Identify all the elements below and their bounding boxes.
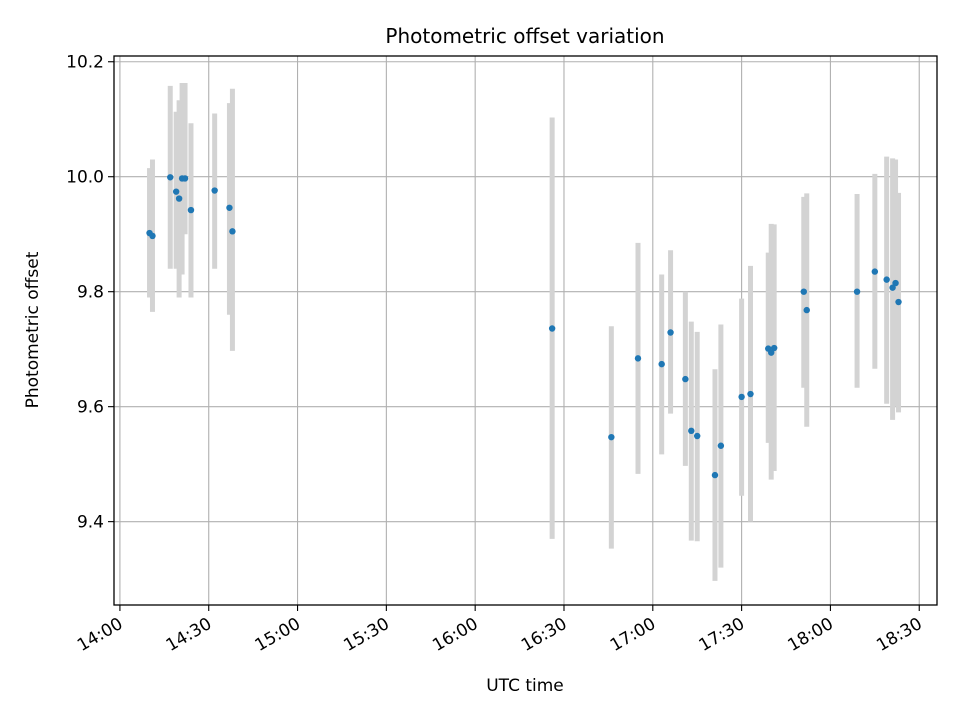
data-point (895, 298, 902, 306)
x-axis-label: UTC time (486, 676, 564, 696)
data-point (608, 433, 615, 441)
data-point (229, 228, 236, 235)
data-point (175, 195, 183, 202)
data-point (892, 279, 899, 287)
data-point (688, 427, 695, 435)
y-tick-label: 9.6 (77, 398, 104, 418)
data-point (717, 442, 725, 449)
data-point (711, 471, 719, 479)
data-point (768, 349, 775, 356)
data-point (172, 188, 180, 195)
data-point (889, 284, 896, 291)
data-point (226, 204, 233, 211)
data-point (803, 306, 810, 314)
y-axis: 9.4 9.6 9.8 10.0 10.2 (66, 53, 114, 533)
data-point (871, 268, 879, 275)
data-point (853, 288, 861, 295)
chart-title: Photometric offset variation (385, 24, 664, 48)
data-point (211, 187, 218, 194)
y-tick-label: 9.4 (77, 513, 104, 533)
data-point (658, 360, 665, 368)
grid (114, 56, 937, 605)
y-tick-label: 10.2 (66, 53, 104, 73)
y-axis-label: Photometric offset (23, 251, 43, 408)
data-point (167, 174, 174, 181)
data-point (634, 355, 642, 362)
data-point (548, 325, 556, 332)
data-point (694, 432, 701, 440)
data-points (146, 174, 902, 479)
data-point (800, 288, 807, 295)
data-point (149, 232, 156, 240)
data-point (738, 393, 745, 401)
data-point (667, 329, 674, 336)
data-point (883, 276, 890, 283)
data-point (747, 390, 754, 398)
y-tick-label: 9.8 (77, 283, 104, 303)
data-point (187, 206, 195, 214)
data-point (682, 375, 689, 383)
data-point (181, 175, 189, 182)
plot-area-frame (113, 55, 938, 606)
data-point (770, 344, 778, 352)
y-tick-label: 10.0 (66, 168, 104, 188)
